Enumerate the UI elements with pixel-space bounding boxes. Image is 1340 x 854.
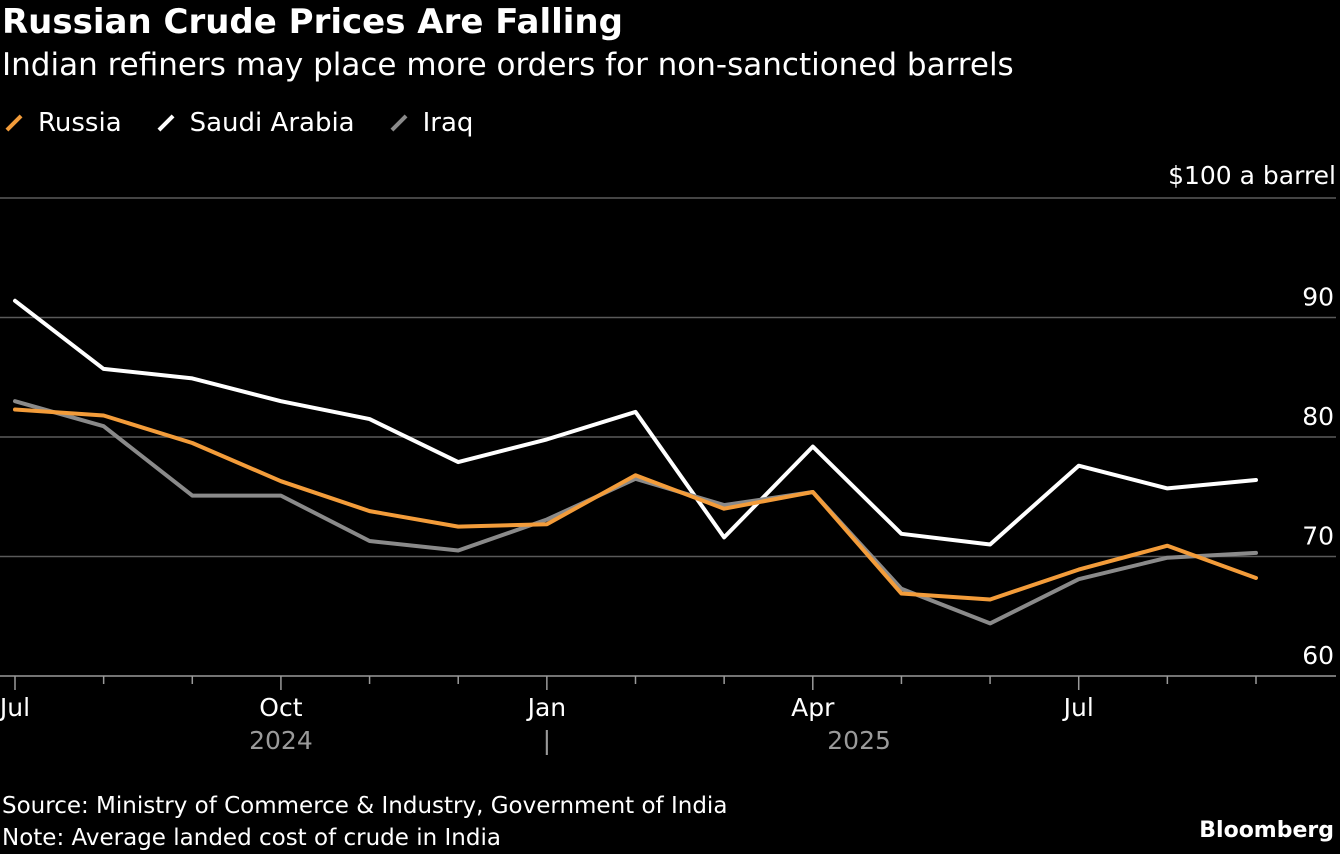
series-line-iraq — [13, 399, 1258, 626]
legend-item-iraq: Iraq — [389, 108, 474, 138]
chart-subtitle: Indian refiners may place more orders fo… — [2, 47, 1014, 83]
year-label-2025: 2025 — [827, 726, 891, 755]
y-tick-label-60: 60 — [1302, 641, 1334, 670]
series-line-saudi-arabia — [13, 298, 1258, 547]
y-tick-label-90: 90 — [1302, 283, 1334, 312]
legend-label-saudi-arabia: Saudi Arabia — [189, 108, 355, 138]
series-line-russia — [13, 407, 1258, 602]
legend-item-russia: Russia — [4, 108, 122, 138]
year-label-2024: 2024 — [249, 726, 313, 755]
y-tick-label-80: 80 — [1302, 402, 1334, 431]
bloomberg-logo: Bloomberg — [1199, 818, 1334, 843]
method-note: Note: Average landed cost of crude in In… — [2, 825, 501, 851]
x-tick-label-2024-07: Jul — [0, 693, 30, 722]
y-axis-unit-label: $100 a barrel — [1168, 161, 1336, 190]
legend-item-saudi-arabia: Saudi Arabia — [156, 108, 355, 138]
footer-notes: Source: Ministry of Commerce & Industry,… — [2, 790, 727, 854]
x-tick-label-2025-07: Jul — [1062, 693, 1094, 722]
source-note: Source: Ministry of Commerce & Industry,… — [2, 793, 728, 819]
legend-label-russia: Russia — [38, 108, 122, 138]
legend-label-iraq: Iraq — [422, 108, 474, 138]
x-tick-label-2024-10: Oct — [259, 693, 302, 722]
year-divider: | — [543, 726, 551, 755]
y-tick-label-70: 70 — [1302, 522, 1334, 551]
chart-title: Russian Crude Prices Are Falling — [2, 2, 623, 42]
legend: Russia Saudi Arabia Iraq — [4, 108, 507, 138]
x-tick-label-2025-04: Apr — [791, 693, 835, 722]
x-tick-label-2025-01: Jan — [526, 693, 567, 722]
